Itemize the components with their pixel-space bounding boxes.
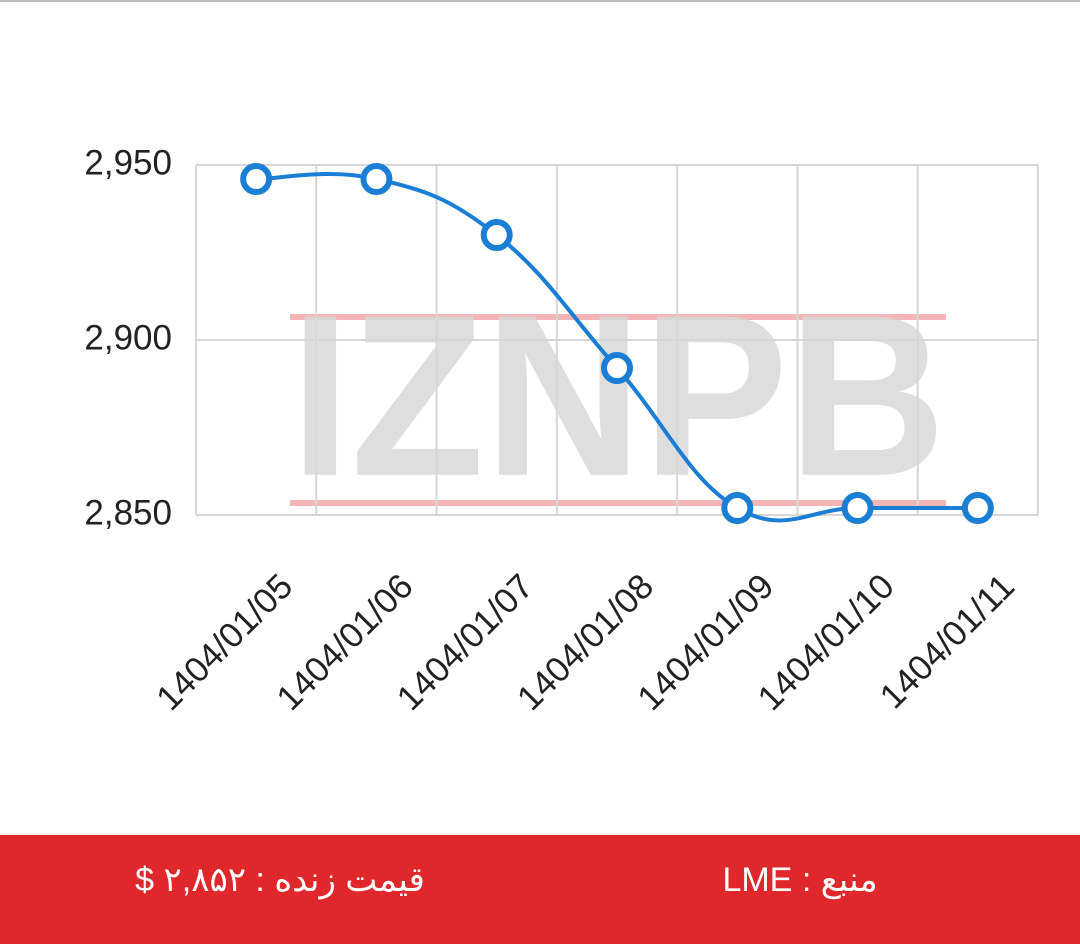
point <box>721 492 754 524</box>
point <box>480 219 513 251</box>
y-tick-label: 2,850 <box>84 493 172 532</box>
source: منبع : LME <box>722 861 877 899</box>
watermark: IZNPB <box>290 267 946 524</box>
y-tick-label: 2,950 <box>84 143 172 182</box>
point <box>601 352 633 384</box>
watermark-text: IZNPB <box>290 267 946 524</box>
point <box>240 163 273 195</box>
point <box>841 492 874 524</box>
watermark-stripe <box>290 500 946 506</box>
point <box>961 492 994 524</box>
point <box>360 163 393 195</box>
watermark-stripe <box>290 314 946 320</box>
footer-bar <box>0 835 1080 944</box>
y-tick-label: 2,900 <box>84 318 172 357</box>
live-price: قیمت زنده : ۲,۸۵۲ $ <box>135 861 425 899</box>
